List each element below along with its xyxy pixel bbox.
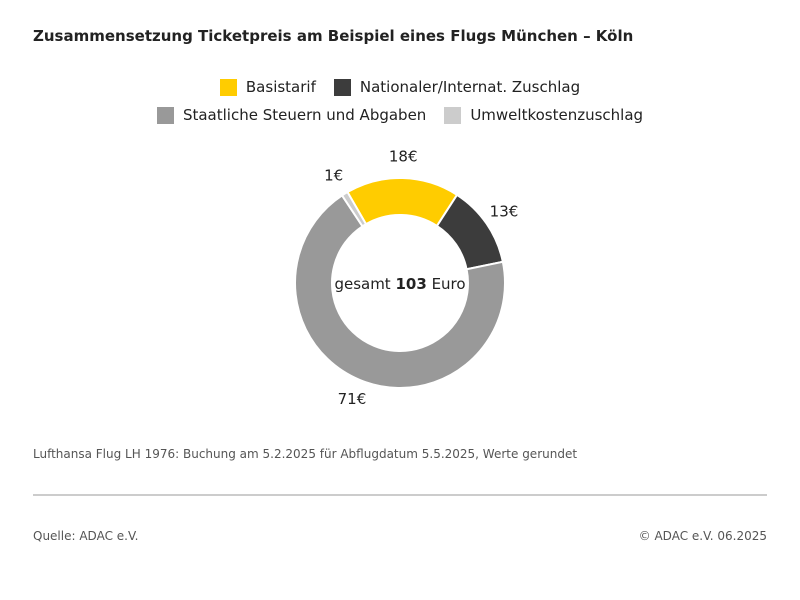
legend-swatch: [333, 78, 351, 96]
value-label: 1€: [324, 166, 343, 184]
legend-swatch: [444, 106, 462, 124]
center-label: gesamt 103 Euro: [334, 275, 465, 293]
chart: 18€ 13€ 71€ 1€ gesamt 103 Euro: [294, 148, 519, 408]
legend-swatch: [219, 78, 237, 96]
legend-item: Basistarif: [219, 78, 316, 96]
legend-label: Nationaler/Internat. Zuschlag: [359, 78, 581, 96]
center-suffix: Euro: [432, 275, 466, 293]
donut-slice: [340, 190, 368, 228]
value-label: 13€: [490, 202, 519, 220]
note: Lufthansa Flug LH 1976: Buchung am 5.2.2…: [33, 447, 578, 461]
source: Quelle: ADAC e.V.: [33, 529, 139, 543]
legend-label: Basistarif: [245, 78, 316, 96]
value-label: 18€: [389, 148, 418, 166]
legend-item: Staatliche Steuern und Abgaben: [156, 106, 427, 124]
copyright: © ADAC e.V. 06.2025: [638, 529, 767, 543]
legend-swatch: [156, 106, 174, 124]
legend-item: Umweltkostenzuschlag: [444, 106, 643, 124]
legend-label: Staatliche Steuern und Abgaben: [182, 106, 427, 124]
legend-item: Nationaler/Internat. Zuschlag: [333, 78, 581, 96]
donut-slice: [294, 194, 506, 389]
legend: Basistarif Nationaler/Internat. Zuschlag S…: [80, 78, 720, 124]
divider: [33, 494, 767, 496]
center-total: 103: [395, 275, 426, 293]
legend-label: Umweltkostenzuschlag: [470, 106, 644, 124]
center-prefix: gesamt: [334, 275, 390, 293]
value-label: 71€: [338, 390, 367, 408]
chart-title: Zusammensetzung Ticketpreis am Beispiel …: [33, 27, 634, 45]
